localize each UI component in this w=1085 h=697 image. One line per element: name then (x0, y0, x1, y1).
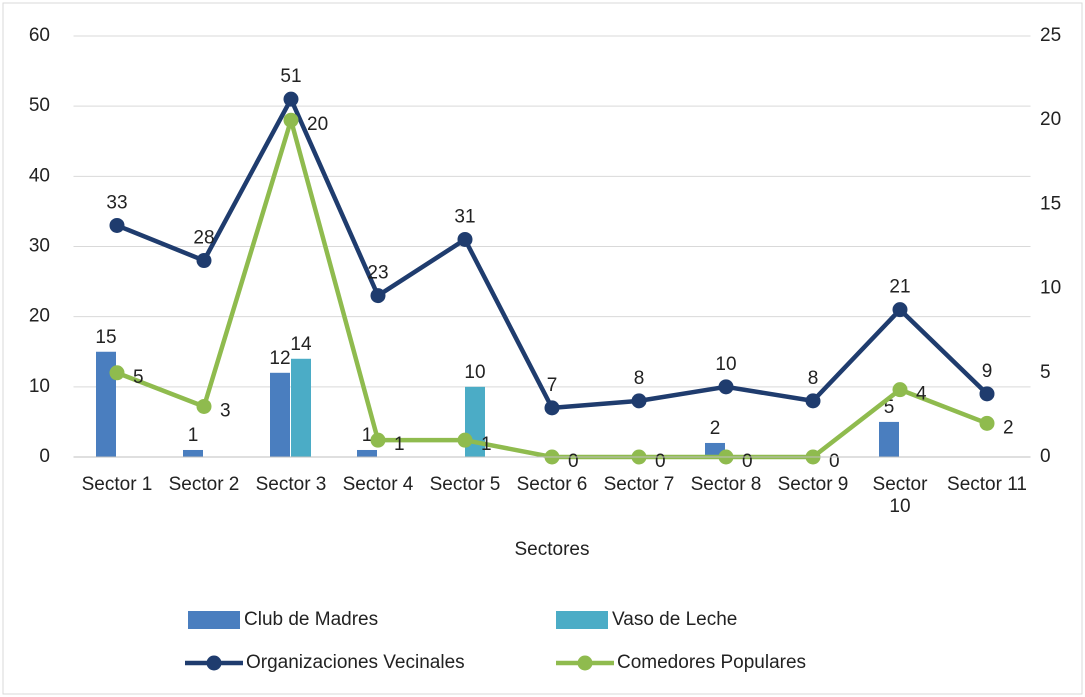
marker (805, 393, 821, 409)
marker (979, 386, 995, 402)
y2-tick-label: 25 (1040, 25, 1061, 46)
marker (544, 400, 560, 416)
marker (718, 379, 734, 395)
marker (892, 382, 908, 398)
x-tick-label: Sector 3 (255, 474, 327, 495)
point-label: 0 (742, 451, 753, 472)
point-label: 23 (367, 263, 388, 284)
marker (196, 398, 212, 414)
legend-label: Comedores Populares (617, 652, 806, 673)
bar-label: 10 (464, 362, 485, 383)
point-label: 51 (280, 66, 301, 87)
x-tick-label: Sector 4 (342, 474, 414, 495)
y-tick-label: 20 (29, 306, 50, 327)
marker (979, 415, 995, 431)
marker (283, 91, 299, 107)
y2-tick-label: 5 (1040, 362, 1051, 383)
bar-label: 14 (290, 334, 312, 355)
legend-marker (577, 655, 593, 671)
x-axis-title: Sectores (515, 539, 590, 560)
point-label: 21 (889, 277, 910, 298)
legend-swatch (556, 611, 608, 629)
legend-label: Vaso de Leche (612, 609, 737, 630)
marker (370, 432, 386, 448)
x-tick-label: Sector 1 (81, 474, 153, 495)
point-label: 4 (916, 384, 927, 405)
point-label: 28 (193, 228, 214, 249)
point-label: 1 (481, 434, 492, 455)
bar-label: 2 (710, 418, 721, 439)
line (116, 96, 989, 411)
y-tick-label: 60 (29, 25, 50, 46)
marker (892, 302, 908, 318)
bar (879, 421, 899, 457)
point-label: 0 (829, 451, 840, 472)
point-label: 8 (634, 368, 645, 389)
point-label: 5 (133, 367, 144, 388)
marker (457, 231, 473, 247)
point-label: 33 (106, 192, 127, 213)
bar-label: 15 (95, 327, 116, 348)
point-label: 20 (307, 114, 328, 135)
marker (109, 217, 125, 233)
marker (196, 253, 212, 269)
point-label: 3 (220, 400, 231, 421)
x-tick-label: Sector 6 (516, 474, 588, 495)
marker (370, 288, 386, 304)
bar (183, 449, 203, 457)
bar-label: 1 (362, 425, 373, 446)
legend-label: Organizaciones Vecinales (246, 652, 465, 673)
x-tick-label: Sector 9 (777, 474, 849, 495)
point-label: 2 (1003, 417, 1014, 438)
x-tick-label: Sector 7 (603, 474, 675, 495)
x-tick-label: Sector 5 (429, 474, 501, 495)
x-tick-label: Sector 11 (947, 474, 1027, 495)
legend-swatch (188, 611, 240, 629)
bar-label: 5 (884, 397, 895, 418)
x-tick-label: Sector 10 (872, 474, 928, 517)
y2-tick-label: 10 (1040, 278, 1061, 299)
bar-label: 12 (269, 348, 290, 369)
legend-marker (206, 655, 222, 671)
bar (270, 372, 290, 457)
y-tick-label: 40 (29, 165, 50, 186)
marker (283, 112, 299, 128)
point-label: 31 (454, 206, 475, 227)
bar (96, 351, 116, 457)
x-tick-label: Sector 8 (690, 474, 762, 495)
point-label: 9 (982, 361, 993, 382)
y2-tick-label: 15 (1040, 193, 1061, 214)
bar (357, 449, 377, 457)
y2-tick-label: 20 (1040, 109, 1061, 130)
point-label: 10 (715, 354, 736, 375)
marker (109, 365, 125, 381)
bar (291, 358, 311, 457)
marker (631, 393, 647, 409)
point-label: 8 (808, 368, 819, 389)
point-label: 0 (568, 451, 579, 472)
x-tick-label: Sector 2 (168, 474, 240, 495)
bar-label: 1 (188, 425, 199, 446)
y-tick-label: 30 (29, 236, 50, 257)
point-label: 1 (394, 434, 405, 455)
point-label: 7 (547, 375, 558, 396)
y-tick-label: 0 (39, 446, 50, 467)
y2-tick-label: 0 (1040, 446, 1051, 467)
point-label: 0 (655, 451, 666, 472)
y-tick-label: 50 (29, 95, 50, 116)
y-tick-label: 10 (29, 376, 50, 397)
legend-label: Club de Madres (244, 609, 378, 630)
marker (457, 432, 473, 448)
